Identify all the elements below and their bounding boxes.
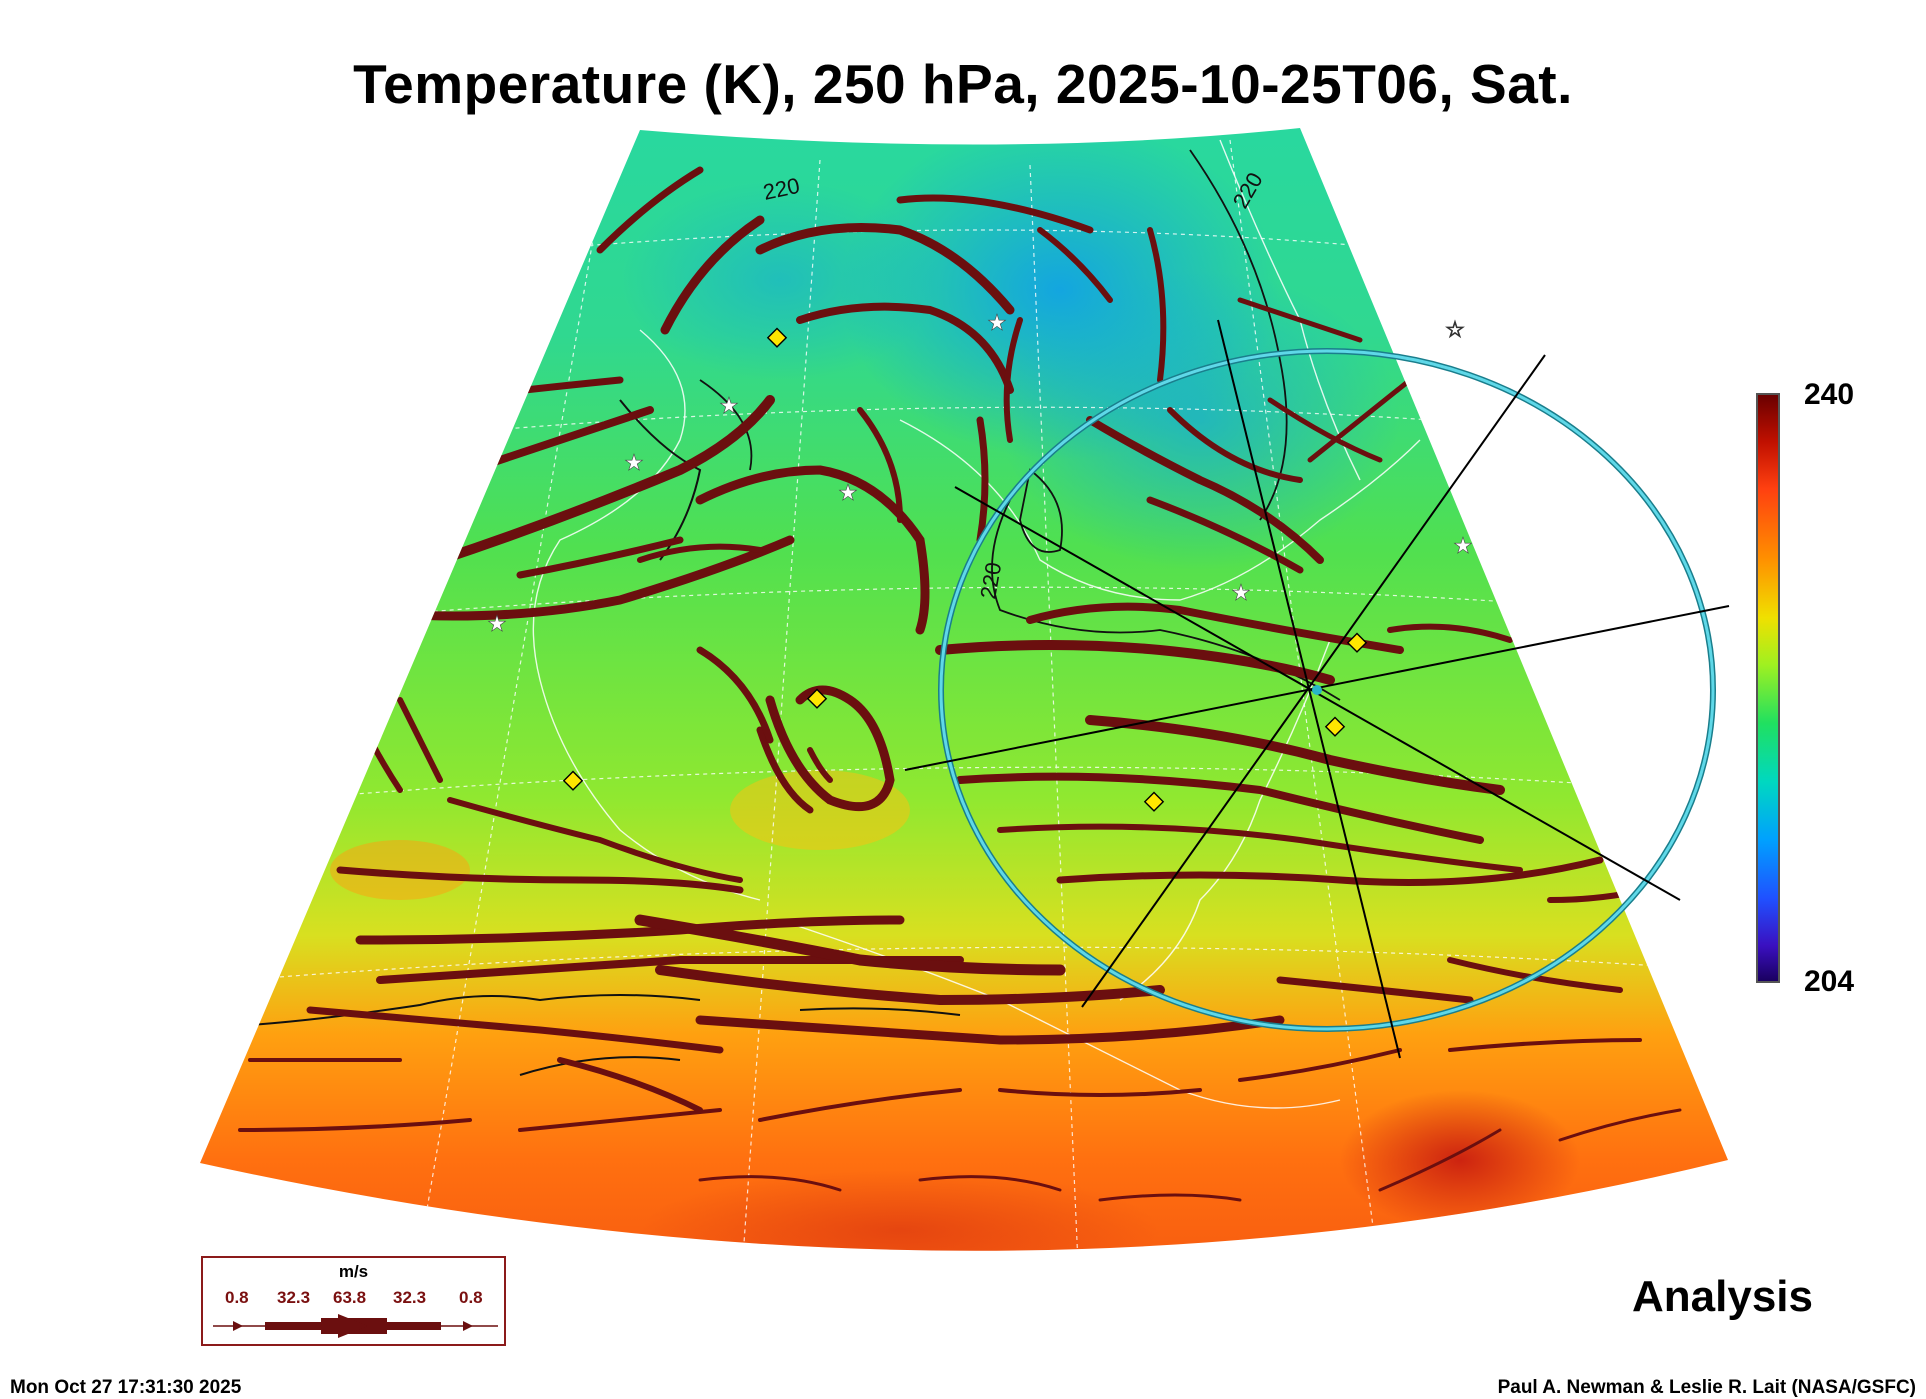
cross-section-overlay	[904, 319, 1730, 1059]
streamline	[695, 1015, 1285, 1045]
streamline	[997, 823, 1523, 873]
legend-value: 63.8	[333, 1288, 367, 1307]
streamline	[1026, 602, 1404, 654]
section-center	[1312, 685, 1322, 695]
streamline	[695, 465, 930, 635]
streamline	[1167, 407, 1303, 483]
diamond-marker	[1143, 791, 1165, 812]
temperature-field: 220 220 220	[200, 128, 1728, 1251]
legend-value: 32.3	[277, 1288, 311, 1307]
diamond-marker	[766, 327, 788, 348]
streamline	[1147, 227, 1167, 383]
streamline	[1098, 1193, 1242, 1202]
streamline	[1037, 227, 1113, 303]
streamline	[956, 772, 1484, 844]
diamond-marker	[1324, 716, 1346, 737]
streamline	[306, 1006, 724, 1054]
streamline	[1238, 1048, 1402, 1082]
streamline	[660, 215, 765, 335]
star-icon: ★	[1231, 581, 1251, 606]
star-icon: ☆	[1445, 318, 1465, 343]
streamline	[998, 1088, 1202, 1097]
streamline	[596, 166, 704, 254]
map-title: Temperature (K), 250 hPa, 2025-10-25T06,…	[353, 53, 1573, 115]
streamline	[1558, 1108, 1682, 1142]
legend-value: 0.8	[225, 1288, 249, 1307]
streamline	[435, 395, 775, 565]
wind-streamlines	[238, 166, 1683, 1202]
colorbar-max-label: 240	[1804, 378, 1855, 411]
coastlines-black	[249, 399, 961, 1076]
panel-label: Analysis	[1632, 1272, 1813, 1321]
star-markers: ★ ★ ★ ★ ★ ★ ★ ☆	[487, 311, 1473, 638]
streamline	[758, 1088, 962, 1122]
streamline	[518, 1108, 722, 1132]
streamline	[756, 726, 814, 814]
streamline	[557, 1057, 703, 1113]
streamline	[634, 914, 1066, 976]
streamline	[1276, 976, 1474, 1004]
station-markers	[562, 327, 1368, 812]
colorbar-min-label: 204	[1804, 965, 1855, 998]
streamline	[796, 302, 1014, 394]
streamline	[696, 646, 774, 744]
streamline	[1387, 623, 1513, 643]
star-icon: ★	[487, 612, 507, 637]
legend-value: 32.3	[393, 1288, 427, 1307]
streamline	[1448, 1038, 1642, 1052]
streamline	[336, 866, 744, 894]
diamond-marker	[806, 688, 828, 709]
streamline	[1307, 377, 1413, 463]
streamline	[405, 535, 795, 621]
legend-value: 0.8	[459, 1288, 483, 1307]
streamline	[698, 1175, 842, 1192]
streamline	[1378, 1128, 1502, 1192]
wind-speed-legend: m/s 0.8 32.3 63.8 32.3 0.8	[201, 1256, 506, 1346]
streamline	[807, 747, 833, 783]
legend-unit: m/s	[338, 1262, 369, 1281]
section-line	[1081, 354, 1546, 1008]
streamline	[1086, 416, 1324, 564]
streamline	[1267, 397, 1383, 463]
star-icon: ★	[719, 394, 739, 419]
streamline	[238, 1118, 472, 1132]
streamline	[918, 1175, 1062, 1192]
star-icon: ★	[838, 481, 858, 506]
colorbar	[1756, 393, 1780, 983]
diamond-marker	[1346, 632, 1368, 653]
streamline	[755, 223, 1015, 315]
streamline	[1056, 856, 1604, 886]
legend-arrow-scale	[213, 1314, 498, 1338]
streamline	[1085, 715, 1505, 795]
streamline	[1146, 496, 1304, 574]
star-icon: ★	[1453, 534, 1473, 559]
streamline	[976, 416, 989, 544]
streamline	[896, 194, 1094, 234]
streamline	[516, 536, 684, 579]
streamline	[397, 697, 443, 783]
streamline	[935, 640, 1335, 685]
credit: Paul A. Newman & Leslie R. Lait (NASA/GS…	[1497, 1377, 1916, 1398]
streamline	[857, 407, 903, 523]
timestamp: Mon Oct 27 17:31:30 2025	[10, 1377, 242, 1398]
streamline	[637, 543, 763, 563]
star-icon: ★	[624, 451, 644, 476]
streamline	[1237, 297, 1363, 343]
streamline	[1003, 317, 1023, 443]
streamline	[765, 685, 895, 812]
diamond-marker	[562, 770, 584, 791]
streamline	[447, 797, 743, 883]
star-icon: ★	[987, 311, 1007, 336]
